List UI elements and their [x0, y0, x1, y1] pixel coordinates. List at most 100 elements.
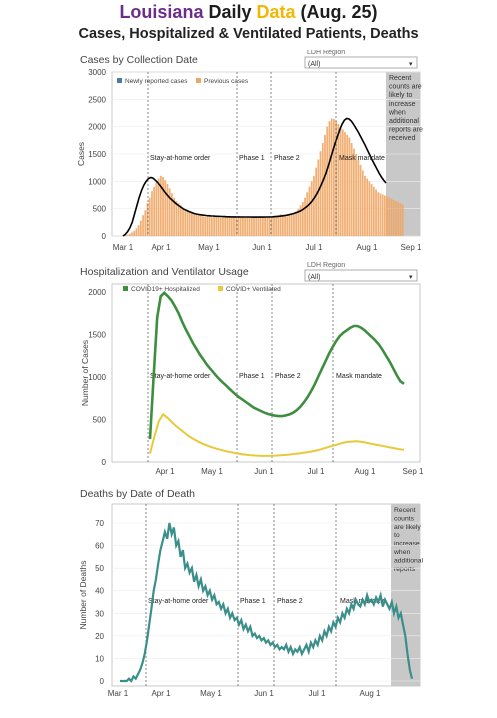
shade-note-line: when — [388, 109, 406, 116]
case-bar — [388, 197, 391, 236]
case-bar — [195, 214, 198, 236]
case-bar — [157, 178, 160, 236]
x-tick-label: Jul 1 — [309, 689, 326, 698]
x-tick-label: May 1 — [201, 467, 223, 476]
event-label: Mask mandate — [336, 373, 382, 380]
case-bar — [326, 126, 329, 236]
case-bar — [281, 214, 284, 236]
region-dropdown — [304, 269, 418, 282]
case-bar — [151, 191, 153, 236]
average-line — [122, 117, 387, 237]
case-bar — [137, 225, 140, 236]
y-tick-label: 50 — [95, 564, 104, 573]
legend-label-new: Newly reported cases — [125, 78, 188, 85]
y-tick-label: 500 — [93, 416, 107, 425]
shade-note-line: reports are — [389, 127, 423, 134]
case-bar — [321, 143, 324, 236]
y-tick-label: 60 — [95, 542, 104, 551]
chart-title: Deaths by Date of Death — [80, 488, 195, 500]
hospitalization-chart: Hospitalization and Ventilator Usage LDH … — [80, 262, 424, 476]
case-bar — [279, 214, 282, 236]
case-bar — [226, 216, 229, 236]
x-tick-label: Sep 1 — [401, 243, 422, 252]
event-label: Stay-at-home order — [150, 373, 211, 380]
deaths-line — [120, 522, 414, 683]
case-bar — [284, 215, 286, 236]
chart-title: Hospitalization and Ventilator Usage — [80, 266, 249, 278]
case-bar — [392, 199, 395, 236]
event-label: Mask mandate — [339, 155, 385, 162]
y-tick-label: 1000 — [88, 373, 106, 382]
x-tick-label: Jun 1 — [254, 467, 274, 476]
case-bar — [361, 170, 364, 236]
case-bar — [384, 195, 386, 236]
case-bar — [164, 180, 167, 236]
x-tick-label: Jun 1 — [254, 689, 274, 698]
case-bar — [348, 137, 351, 236]
case-bar — [144, 210, 147, 236]
region-dropdown-value: (All) — [308, 61, 320, 68]
shade-note-line: likely to — [389, 92, 412, 99]
case-bar — [359, 164, 362, 236]
x-tick-label: Aug 1 — [357, 243, 378, 252]
case-bar — [401, 204, 404, 236]
legend-swatch-new — [117, 78, 122, 83]
case-bar — [244, 217, 247, 236]
case-bar — [142, 215, 144, 236]
chevron-down-icon: ▾ — [409, 274, 413, 281]
case-bar — [159, 175, 162, 236]
case-bar — [193, 214, 195, 236]
case-bar — [155, 182, 158, 236]
case-bar — [297, 208, 300, 236]
case-bar — [377, 192, 380, 236]
case-bar — [262, 216, 264, 236]
shade-note-line: counts — [394, 515, 415, 522]
case-bar — [255, 216, 258, 236]
case-bar — [206, 216, 209, 236]
shade-note-line: reports — [394, 566, 416, 573]
y-tick-label: 0 — [102, 458, 107, 467]
case-bar — [293, 213, 295, 236]
case-bar — [131, 232, 133, 236]
case-bar — [381, 194, 384, 236]
case-bar — [330, 118, 333, 236]
case-bar — [162, 176, 164, 236]
y-tick-label: 3000 — [88, 68, 106, 77]
legend-swatch-previous — [196, 78, 201, 83]
case-bar — [268, 217, 271, 236]
y-tick-label: 10 — [95, 654, 104, 663]
x-tick-label: Jun 1 — [252, 243, 272, 252]
y-tick-label: 500 — [93, 205, 107, 214]
recent-shade — [391, 504, 420, 686]
y-axis-label: Number of Deaths — [78, 561, 88, 630]
event-label: Stay-at-home order — [150, 155, 211, 162]
case-bar — [308, 186, 311, 236]
x-tick-label: Aug 1 — [360, 689, 381, 698]
case-bar — [191, 213, 193, 236]
legend-label-hospitalized: COVID19+ Hospitalized — [131, 286, 200, 293]
case-bar — [257, 217, 260, 236]
region-dropdown-value: (All) — [308, 274, 320, 281]
case-bar — [153, 186, 156, 236]
event-label: Phase 2 — [275, 373, 301, 380]
case-bar — [395, 201, 397, 236]
case-bar — [335, 121, 337, 236]
x-tick-label: Apr 1 — [151, 243, 171, 252]
title-date: (Aug. 25) — [300, 2, 378, 22]
case-bar — [228, 217, 231, 236]
case-bar — [386, 196, 389, 236]
page-subtitle: Cases, Hospitalized & Ventilated Patient… — [78, 26, 419, 42]
case-bar — [222, 216, 224, 236]
y-tick-label: 2500 — [88, 95, 106, 104]
case-bar — [319, 151, 322, 236]
case-bar — [346, 134, 349, 236]
case-bar — [304, 197, 306, 236]
shade-note-line: counts are — [389, 84, 422, 91]
case-bar — [208, 216, 211, 236]
case-bar — [310, 181, 313, 236]
title-daily: Daily — [208, 2, 252, 22]
case-bar — [397, 202, 400, 236]
event-label: Phase 2 — [277, 598, 303, 605]
case-bar — [333, 119, 335, 236]
